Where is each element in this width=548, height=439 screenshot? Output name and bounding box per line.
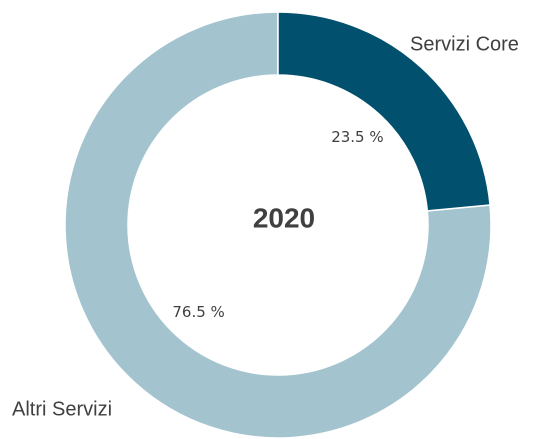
value-label: 23.5 % — [331, 128, 383, 146]
value-label: 76.5 % — [172, 303, 224, 321]
donut-segment — [64, 11, 492, 439]
center-label: 2020 — [253, 202, 315, 233]
donut-segment — [277, 11, 491, 212]
category-label: Servizi Core — [410, 33, 519, 55]
category-label: Altri Servizi — [12, 398, 112, 420]
